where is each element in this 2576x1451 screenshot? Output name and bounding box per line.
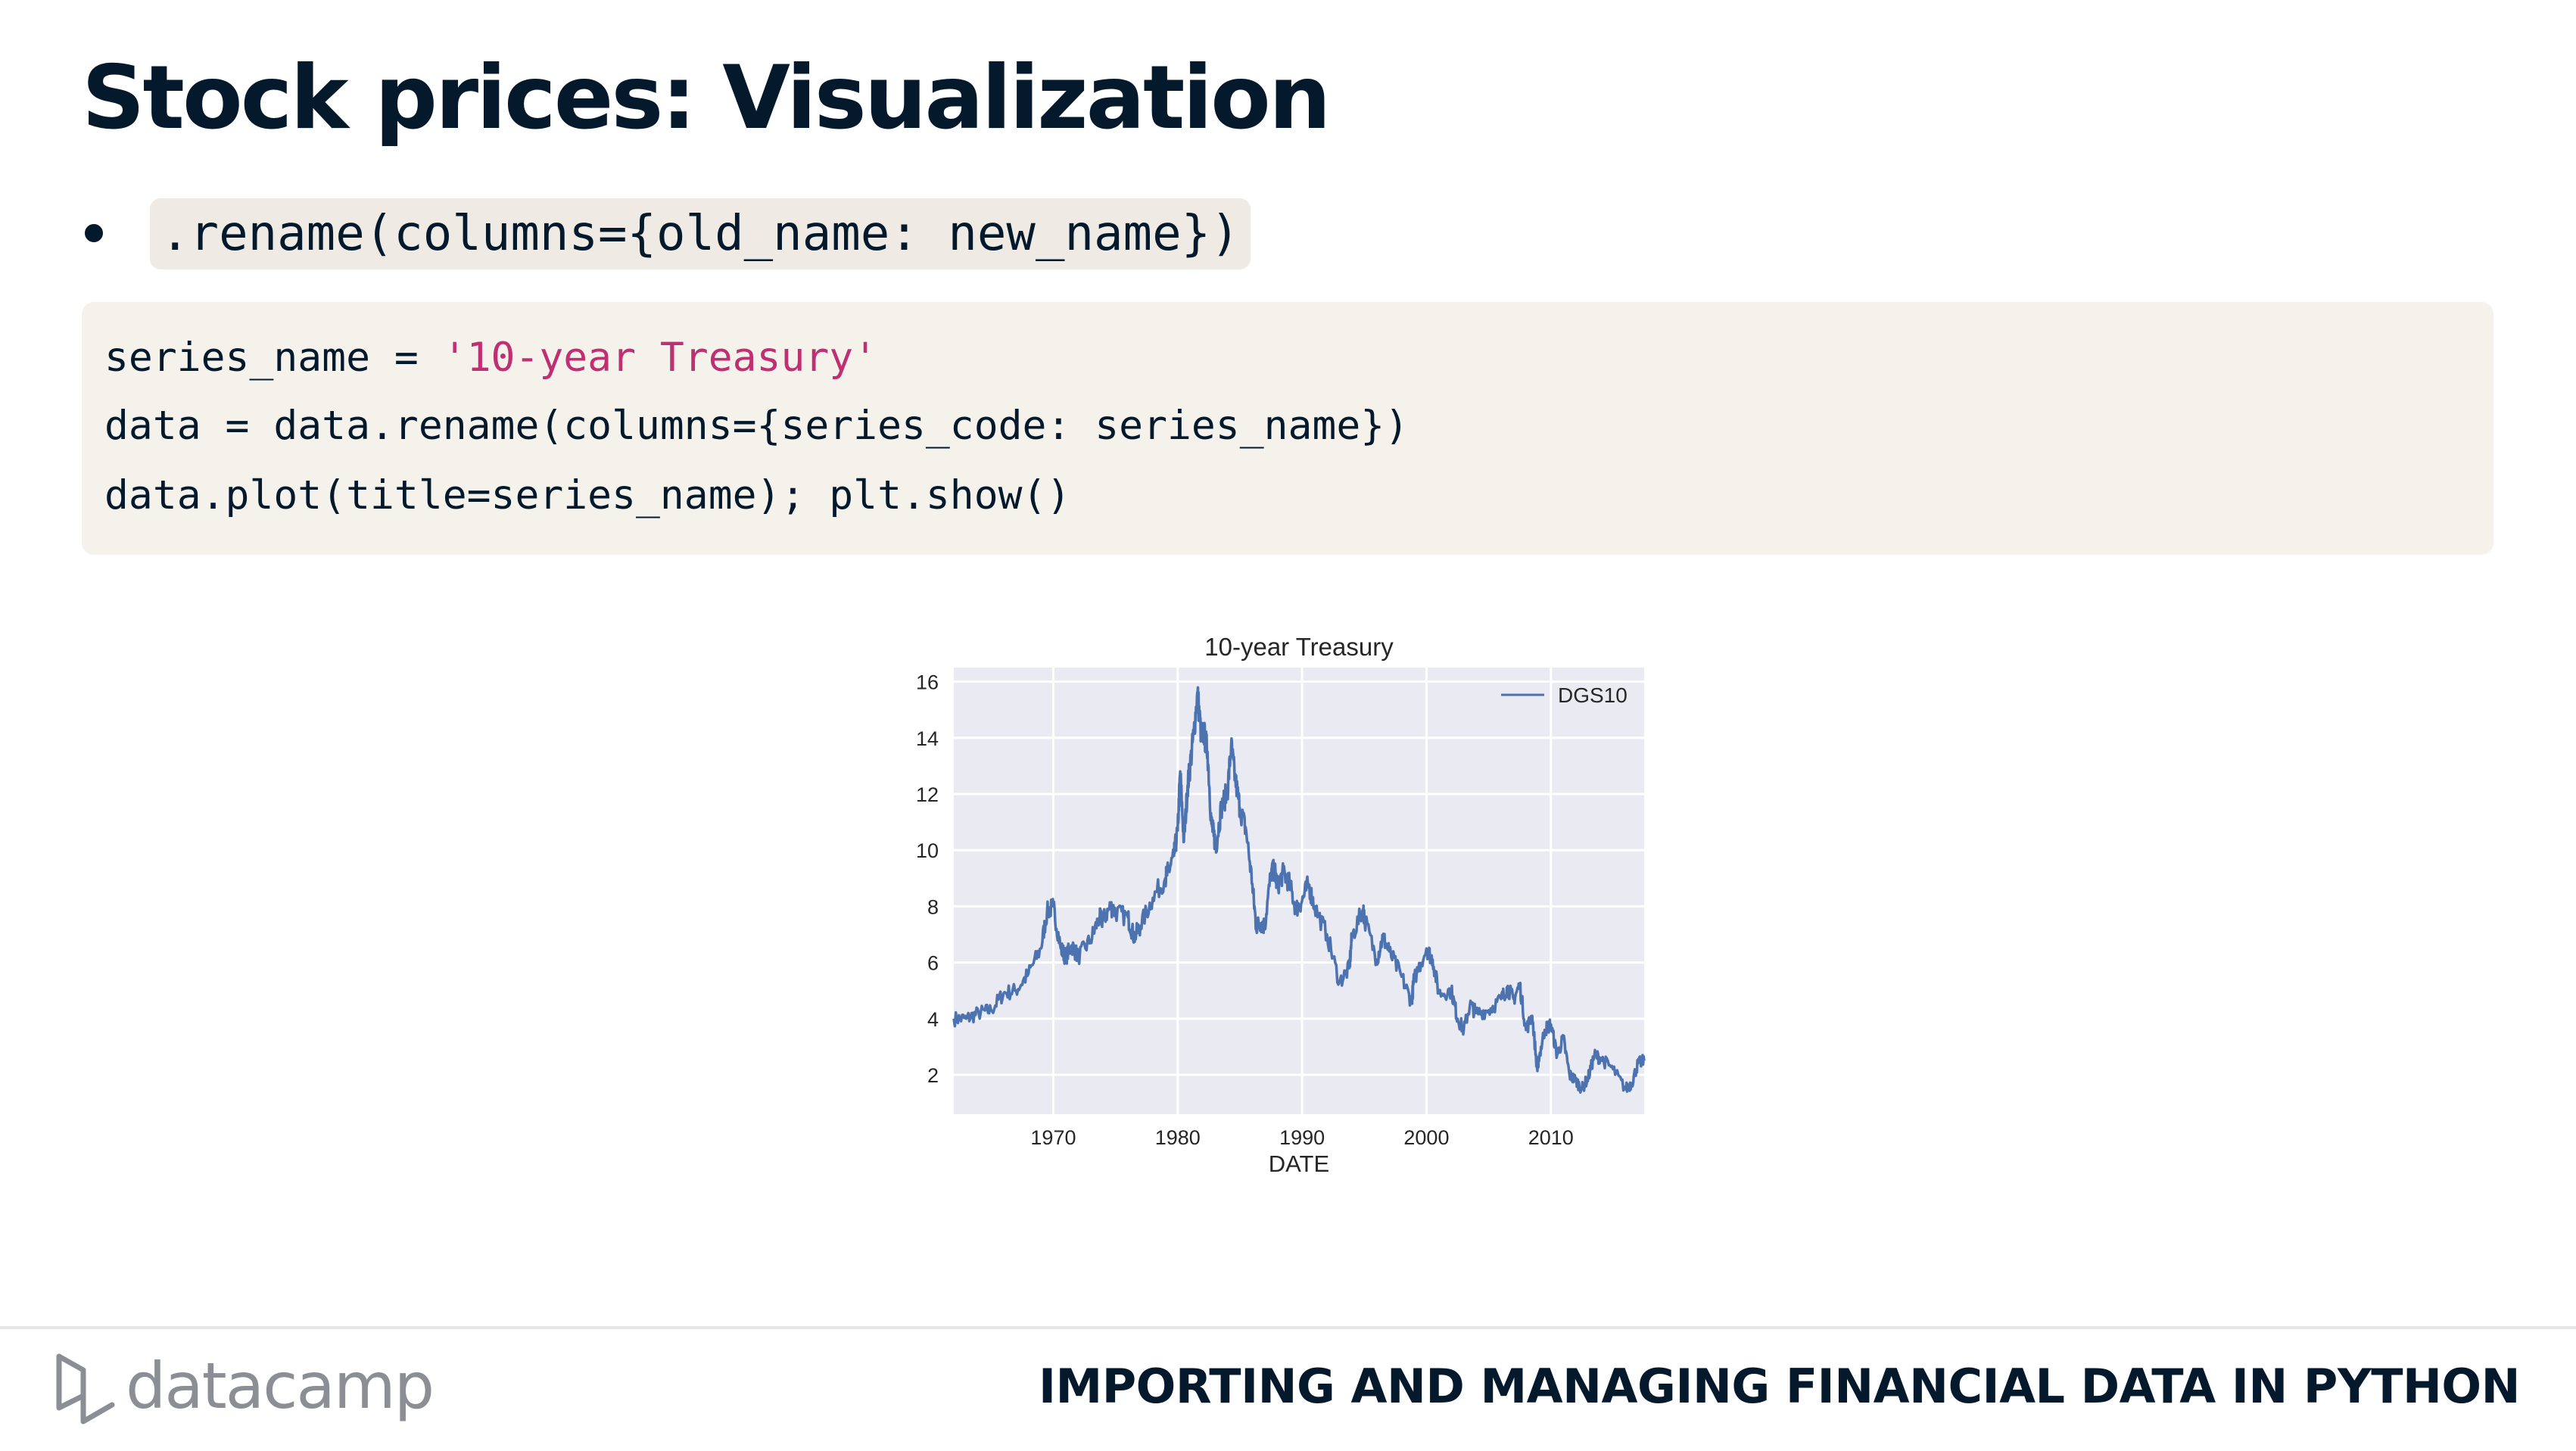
legend-label-dgs10: DGS10: [1558, 683, 1628, 707]
slide-title: Stock prices: Visualization: [82, 47, 1331, 149]
x-tick-label: 2010: [1528, 1126, 1574, 1149]
x-tick-label: 1990: [1279, 1126, 1325, 1149]
code-line-1-prefix: series_name =: [104, 335, 443, 381]
datacamp-logo-text: datacamp: [126, 1349, 435, 1423]
bullet-dot-icon: [85, 224, 103, 242]
course-title: IMPORTING AND MANAGING FINANCIAL DATA IN…: [1038, 1359, 2521, 1414]
plot-area: [954, 668, 1644, 1114]
y-tick-label: 12: [916, 783, 939, 806]
x-tick-label: 1980: [1155, 1126, 1201, 1149]
datacamp-logo: datacamp: [53, 1347, 435, 1431]
x-tick-label: 2000: [1403, 1126, 1449, 1149]
y-tick-label: 4: [927, 1008, 939, 1031]
code-line-1-string: '10-year Treasury': [442, 335, 878, 381]
bullet-item: .rename(columns={old_name: new_name}): [79, 198, 1290, 271]
y-tick-label: 2: [927, 1064, 939, 1087]
code-line-3: data.plot(title=series_name); plt.show(): [104, 472, 1071, 518]
footer-divider: [0, 1326, 2576, 1329]
code-block: series_name = '10-year Treasury' data = …: [82, 302, 2493, 555]
series-line-dgs10: [952, 686, 1646, 1094]
x-tick-label: 1970: [1030, 1126, 1076, 1149]
y-tick-label: 14: [916, 727, 939, 750]
y-tick-label: 16: [916, 671, 939, 694]
datacamp-logo-icon: [56, 1353, 115, 1425]
y-tick-label: 6: [927, 952, 939, 975]
chart-title: 10-year Treasury: [1204, 633, 1394, 661]
inline-code-rename: .rename(columns={old_name: new_name}): [150, 198, 1251, 269]
code-line-1: series_name = '10-year Treasury': [104, 328, 877, 388]
y-tick-label: 10: [916, 839, 939, 862]
y-tick-label: 8: [927, 895, 939, 918]
x-axis-label: DATE: [1269, 1151, 1329, 1177]
code-line-2: data = data.rename(columns={series_code:…: [104, 403, 1409, 449]
